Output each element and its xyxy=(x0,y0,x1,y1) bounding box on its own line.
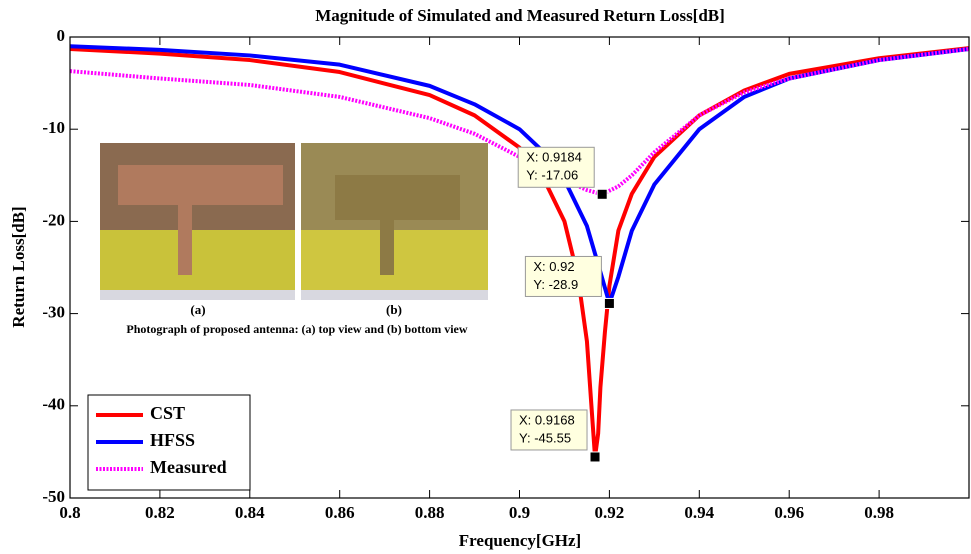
x-tick-label: 0.9 xyxy=(509,503,530,522)
legend-label: HFSS xyxy=(150,430,195,450)
datatip-marker xyxy=(590,452,600,462)
y-tick-label: 0 xyxy=(57,26,66,45)
datatip-marker xyxy=(604,298,614,308)
x-tick-label: 0.88 xyxy=(415,503,445,522)
datatip-marker xyxy=(597,189,607,199)
x-tick-label: 0.96 xyxy=(774,503,804,522)
inset-label: (b) xyxy=(386,302,402,317)
legend-label: Measured xyxy=(150,457,227,477)
datatip-x: X: 0.9184 xyxy=(526,150,582,165)
chart-title: Magnitude of Simulated and Measured Retu… xyxy=(315,6,725,25)
y-axis-label: Return Loss[dB] xyxy=(9,206,28,327)
photo-b-substrate xyxy=(301,230,488,290)
y-tick-label: -50 xyxy=(42,487,65,506)
x-tick-label: 0.82 xyxy=(145,503,175,522)
photo-b-feed xyxy=(380,220,394,275)
x-tick-label: 0.94 xyxy=(684,503,714,522)
x-tick-label: 0.92 xyxy=(595,503,625,522)
datatip-y: Y: -28.9 xyxy=(533,277,578,292)
photo-a-base xyxy=(100,290,295,300)
y-tick-label: -10 xyxy=(42,118,65,137)
x-tick-label: 0.86 xyxy=(325,503,355,522)
inset-photos: (a) (b) Photograph of proposed antenna: … xyxy=(100,143,488,336)
inset-label: (a) xyxy=(190,302,205,317)
photo-a-patch xyxy=(118,165,283,205)
y-tick-label: -30 xyxy=(42,303,65,322)
y-tick-label: -40 xyxy=(42,395,65,414)
datatip-x: X: 0.92 xyxy=(533,259,574,274)
x-axis-label: Frequency[GHz] xyxy=(459,531,581,550)
datatip-x: X: 0.9168 xyxy=(519,412,575,427)
chart: Magnitude of Simulated and Measured Retu… xyxy=(0,0,971,554)
photo-b-ground xyxy=(335,175,460,220)
datatip-y: Y: -17.06 xyxy=(526,168,578,183)
x-tick-label: 0.98 xyxy=(864,503,894,522)
datatip-y: Y: -45.55 xyxy=(519,430,571,445)
legend-label: CST xyxy=(150,403,185,423)
x-tick-label: 0.84 xyxy=(235,503,265,522)
photo-b-base xyxy=(301,290,488,300)
photo-a-feed xyxy=(178,205,192,275)
inset-caption: Photograph of proposed antenna: (a) top … xyxy=(126,322,467,336)
y-tick-label: -20 xyxy=(42,210,65,229)
photo-a-substrate xyxy=(100,230,295,290)
